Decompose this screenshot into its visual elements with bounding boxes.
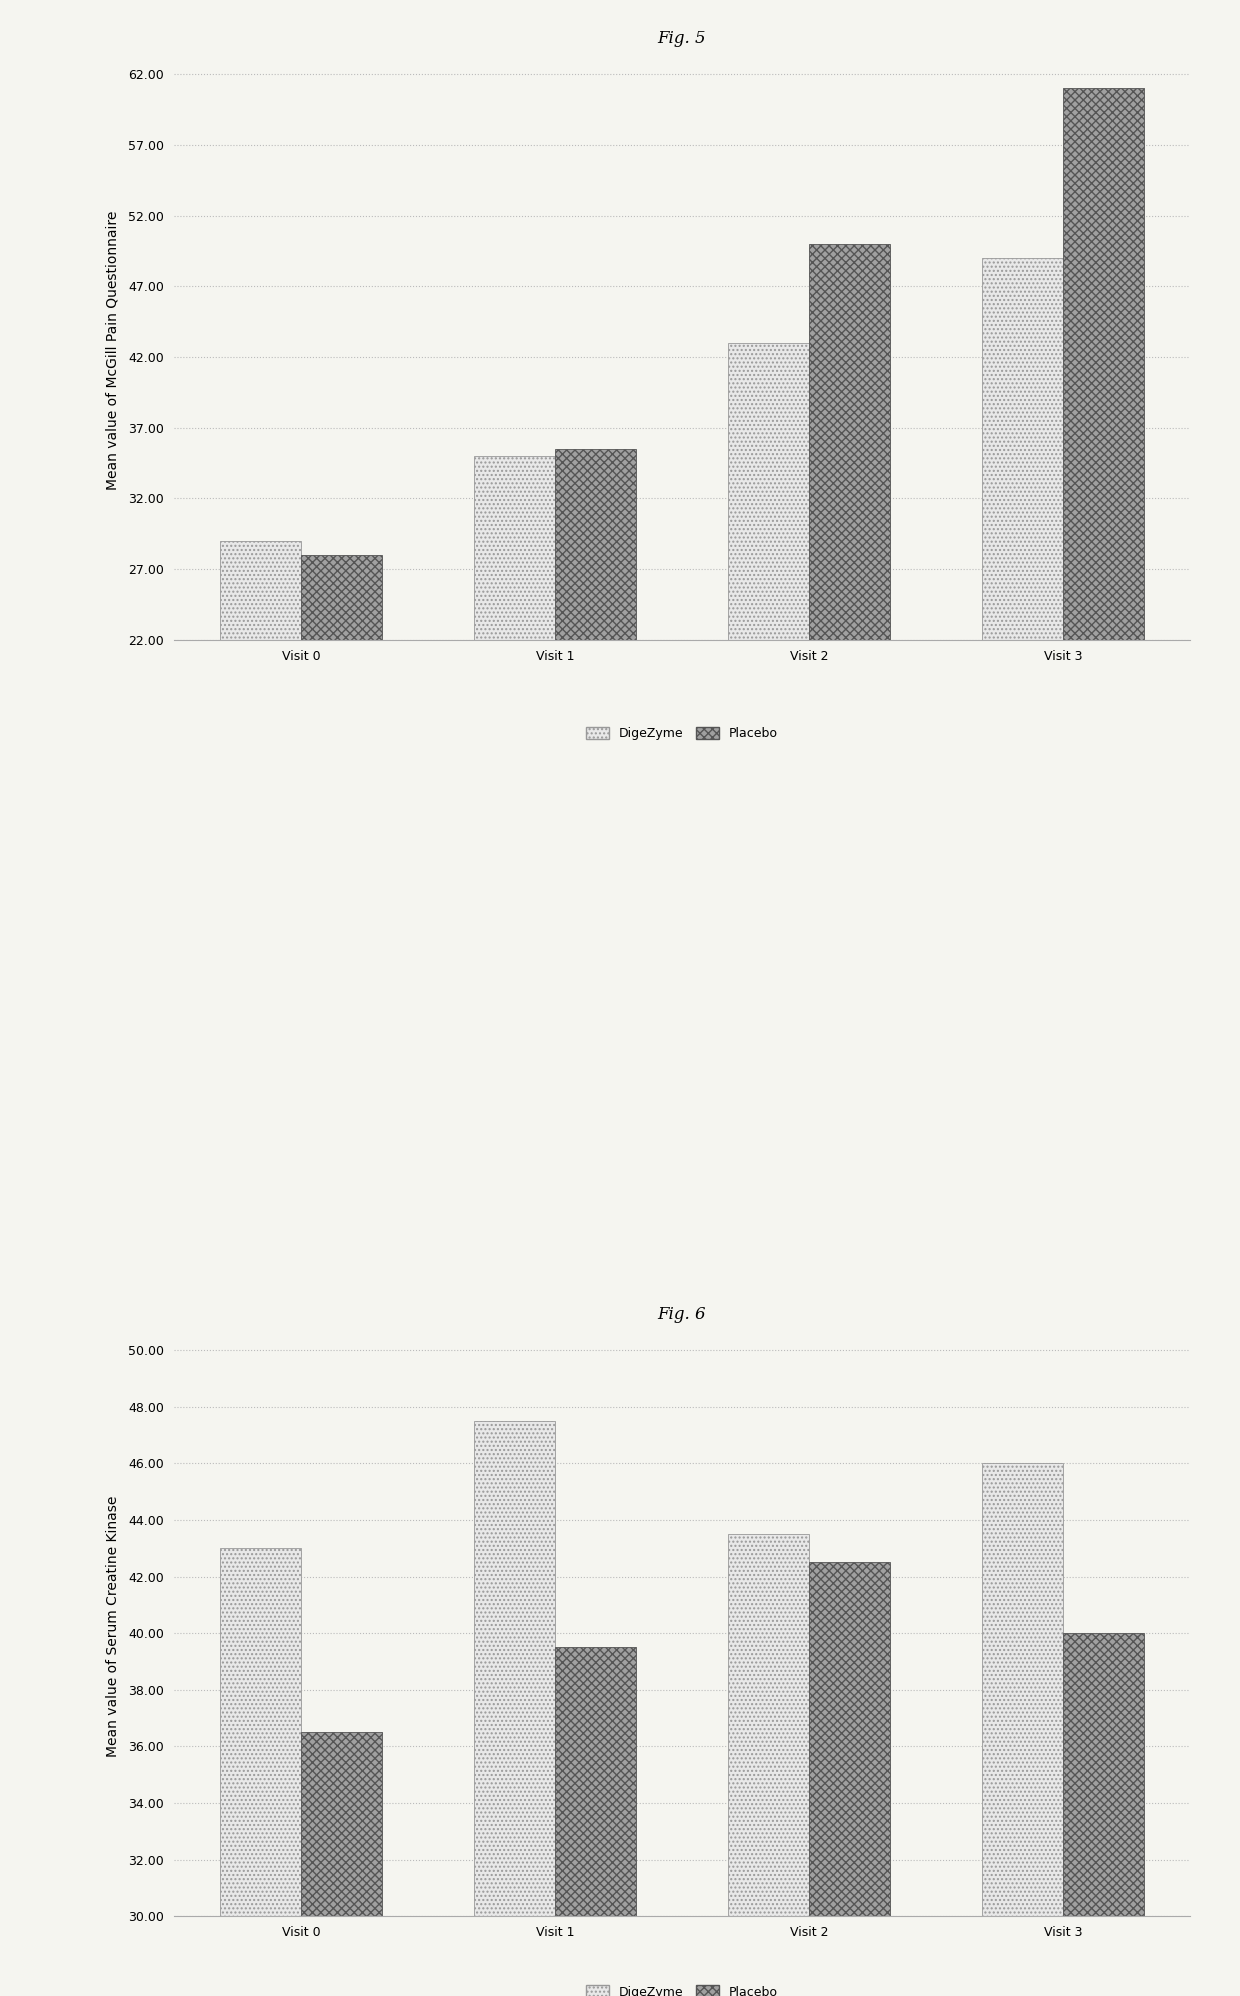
Bar	[982, 1463, 1063, 1996]
Y-axis label: Mean value of Serum Creatine Kinase: Mean value of Serum Creatine Kinase	[105, 1495, 119, 1756]
Bar	[728, 1535, 808, 1996]
Bar	[556, 449, 636, 952]
Bar	[982, 257, 1063, 952]
Bar	[474, 1421, 556, 1996]
Bar	[808, 1563, 890, 1996]
Bar	[556, 1647, 636, 1996]
Title: Fig. 5: Fig. 5	[657, 30, 707, 48]
Legend: DigeZyme, Placebo: DigeZyme, Placebo	[582, 723, 782, 745]
Bar	[219, 1549, 301, 1996]
Bar	[728, 343, 808, 952]
Bar	[1063, 88, 1145, 952]
Bar	[301, 1733, 382, 1996]
Title: Fig. 6: Fig. 6	[657, 1307, 707, 1323]
Bar	[301, 555, 382, 952]
Bar	[474, 455, 556, 952]
Y-axis label: Mean value of McGill Pain Questionnaire: Mean value of McGill Pain Questionnaire	[105, 210, 119, 489]
Bar	[808, 244, 890, 952]
Bar	[219, 541, 301, 952]
Bar	[1063, 1633, 1145, 1996]
Legend: DigeZyme, Placebo: DigeZyme, Placebo	[582, 1980, 782, 1996]
